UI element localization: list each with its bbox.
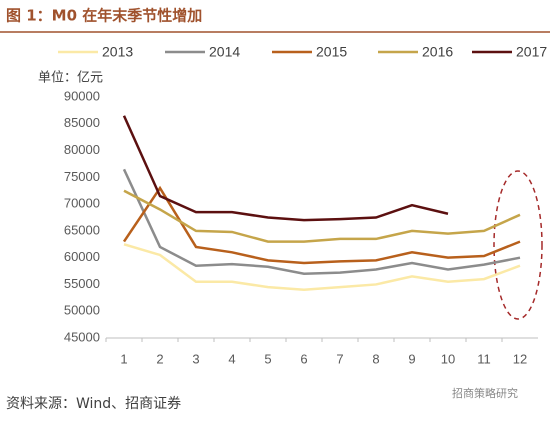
series-line <box>122 115 449 222</box>
y-tick-label: 45000 <box>64 329 100 344</box>
y-tick-label: 50000 <box>64 303 100 318</box>
y-tick-label: 75000 <box>64 169 100 184</box>
x-tick-label: 9 <box>408 351 415 366</box>
legend-label: 2016 <box>422 44 453 60</box>
x-tick-label: 8 <box>372 351 379 366</box>
x-tick-label: 4 <box>228 351 235 366</box>
series-line <box>122 185 521 265</box>
series-line <box>123 243 521 292</box>
watermark: 招商策略研究 <box>452 386 518 400</box>
x-tick-label: 7 <box>336 351 343 366</box>
y-tick-label: 60000 <box>64 249 100 264</box>
x-tick-label: 5 <box>264 351 271 366</box>
legend-label: 2017 <box>516 44 547 60</box>
x-tick-label: 1 <box>120 351 127 366</box>
highlight-ellipse <box>493 170 543 320</box>
y-tick-label: 55000 <box>64 276 100 291</box>
series-line <box>122 168 521 275</box>
y-tick-label: 80000 <box>64 142 100 157</box>
y-tick-label: 90000 <box>64 88 100 103</box>
legend-label: 2014 <box>209 44 240 60</box>
x-tick-label: 2 <box>156 351 163 366</box>
x-tick-label: 3 <box>192 351 199 366</box>
y-axis-label: 单位：亿元 <box>38 71 103 86</box>
source-note: 资料来源：Wind、招商证券 <box>6 396 181 412</box>
chart-title: 图 1：M0 在年末季节性增加 <box>6 7 202 25</box>
y-tick-label: 70000 <box>64 196 100 211</box>
y-tick-label: 65000 <box>64 222 100 237</box>
x-tick-label: 10 <box>441 351 455 366</box>
x-tick-label: 6 <box>300 351 307 366</box>
legend-label: 2015 <box>316 44 347 60</box>
y-tick-label: 85000 <box>64 115 100 130</box>
legend-label: 2013 <box>102 44 133 60</box>
x-tick-label: 12 <box>513 351 527 366</box>
series-line <box>123 189 521 243</box>
x-tick-label: 11 <box>477 351 491 366</box>
